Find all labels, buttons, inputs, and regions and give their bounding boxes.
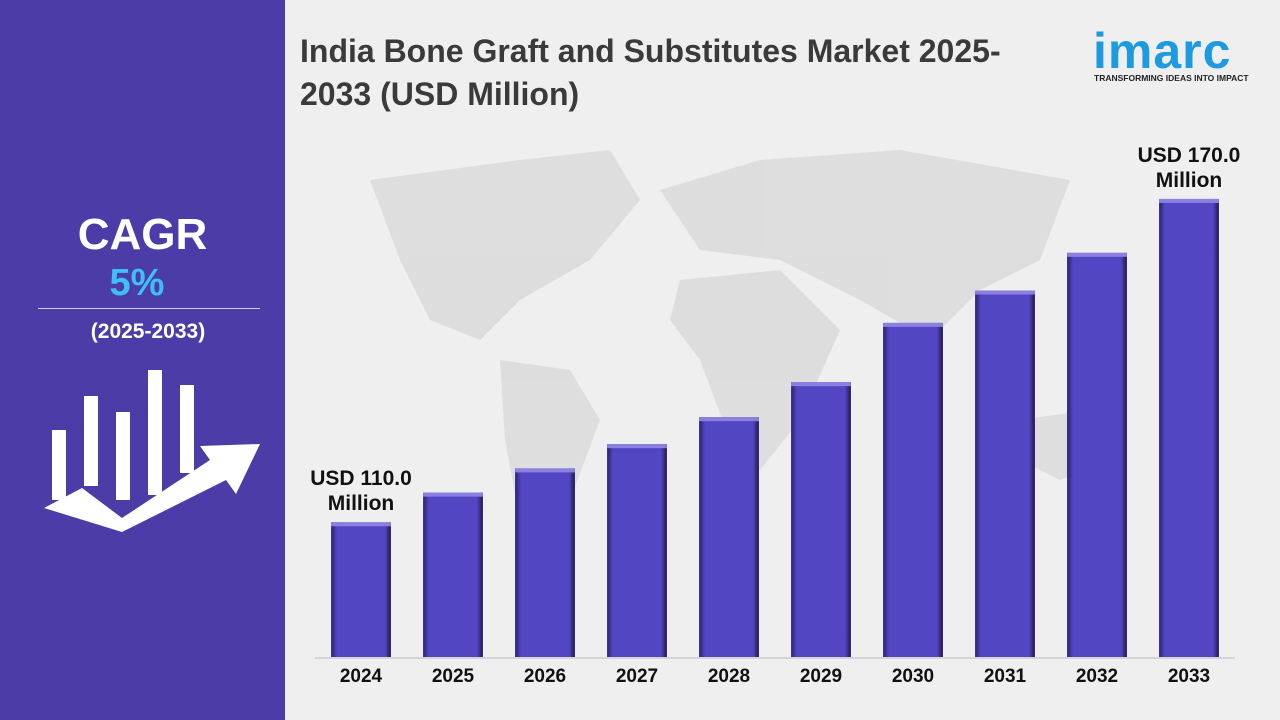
bar-top <box>423 492 483 497</box>
x-tick-label: 2031 <box>984 666 1027 687</box>
value-label: USD 110.0 Million <box>310 467 412 516</box>
x-tick-label: 2032 <box>1076 666 1118 687</box>
bar-top <box>331 522 391 527</box>
x-tick-label: 2028 <box>708 666 750 687</box>
sidebar <box>0 0 285 720</box>
value-label: USD 170.0 Million <box>1137 143 1241 192</box>
x-tick-label: 2025 <box>432 666 475 687</box>
x-tick-label: 2026 <box>524 666 566 687</box>
growth-icon <box>44 370 260 532</box>
bar <box>331 522 391 657</box>
cagr-label: CAGR <box>77 210 208 259</box>
bar <box>883 322 943 657</box>
x-tick-label: 2033 <box>1168 666 1210 687</box>
bar <box>699 417 759 657</box>
bar <box>607 444 667 657</box>
bar-top <box>1159 198 1219 203</box>
bar <box>791 382 851 657</box>
logo-tagline: TRANSFORMING IDEAS INTO IMPACT <box>1094 73 1249 83</box>
x-tick-label: 2030 <box>892 666 934 687</box>
bar-top <box>883 322 943 327</box>
bar <box>423 492 483 657</box>
divider <box>38 308 260 309</box>
world-map <box>370 150 1110 560</box>
bar-top <box>1067 252 1127 257</box>
cagr-period: (2025-2033) <box>90 320 206 343</box>
cagr-value: 5% <box>109 262 165 304</box>
bar-top <box>699 417 759 422</box>
x-tick-label: 2027 <box>616 666 658 687</box>
bar <box>515 468 575 657</box>
bar-top <box>515 468 575 473</box>
logo: imarc <box>1093 23 1232 79</box>
bar <box>1067 252 1127 658</box>
bar <box>975 290 1035 657</box>
bar-top <box>975 290 1035 295</box>
x-tick-label: 2024 <box>340 666 383 687</box>
bar-top <box>791 382 851 387</box>
chart-title: India Bone Graft and Substitutes Market … <box>300 33 1001 112</box>
bar <box>1159 198 1219 657</box>
bar-top <box>607 444 667 449</box>
x-tick-label: 2029 <box>800 666 842 687</box>
